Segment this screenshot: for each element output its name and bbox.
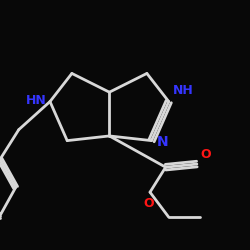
Text: NH: NH — [172, 84, 193, 97]
Text: HN: HN — [26, 94, 46, 106]
Text: O: O — [143, 197, 154, 210]
Text: O: O — [200, 148, 211, 161]
Text: N: N — [156, 135, 168, 149]
